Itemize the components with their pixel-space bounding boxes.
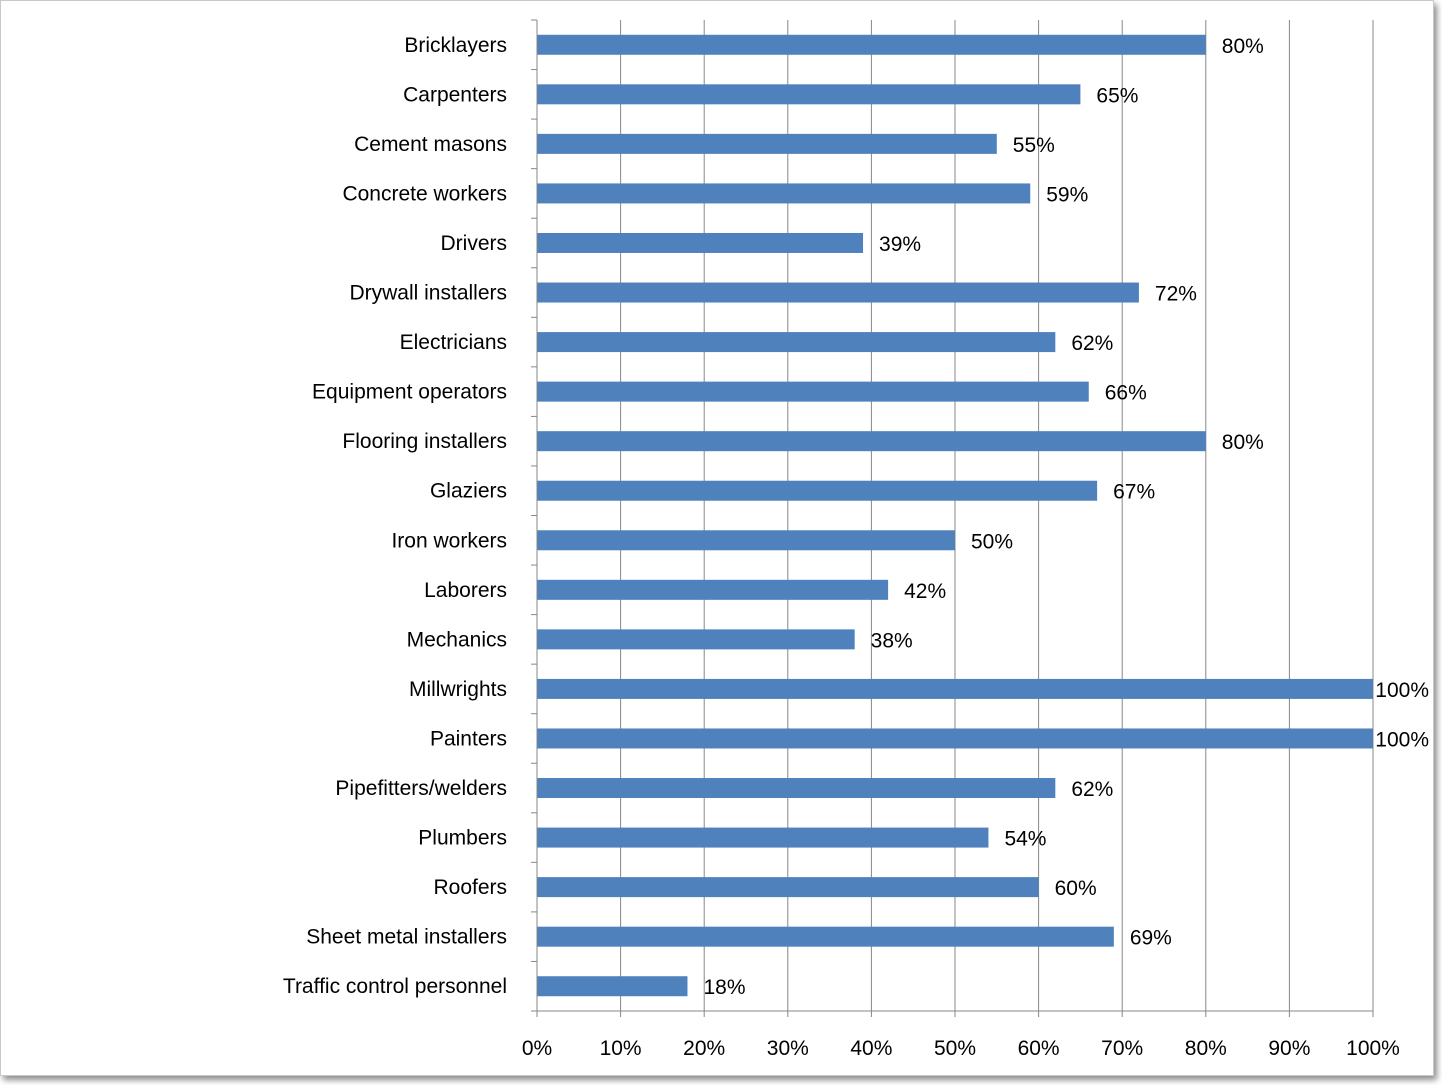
data-label: 100%	[1375, 679, 1429, 702]
bar	[537, 232, 864, 253]
bar	[537, 926, 1114, 947]
data-label: 42%	[904, 580, 946, 603]
data-label: 18%	[703, 976, 745, 999]
data-label: 50%	[971, 530, 1013, 553]
category-label: Flooring installers	[342, 430, 507, 453]
x-tick-label: 50%	[934, 1037, 976, 1060]
x-tick-label: 100%	[1346, 1037, 1400, 1060]
bar	[537, 728, 1373, 749]
gridlines	[620, 20, 1374, 1011]
data-label: 72%	[1155, 283, 1197, 306]
data-label: 62%	[1071, 332, 1113, 355]
x-tick-label: 20%	[683, 1037, 725, 1060]
bar	[537, 84, 1081, 105]
bar	[537, 480, 1098, 501]
category-label: Painters	[430, 727, 507, 750]
x-tick-label: 10%	[600, 1037, 642, 1060]
bars	[537, 34, 1373, 997]
data-label: 65%	[1096, 84, 1138, 107]
data-label: 38%	[871, 629, 913, 652]
category-label: Equipment operators	[312, 381, 507, 404]
bar	[537, 133, 997, 154]
category-label: Pipefitters/welders	[335, 777, 507, 800]
data-label: 55%	[1013, 134, 1055, 157]
bar	[537, 778, 1056, 799]
bar	[537, 827, 989, 848]
bar	[537, 183, 1031, 204]
category-label: Traffic control personnel	[283, 975, 507, 998]
data-label: 80%	[1222, 35, 1264, 58]
x-tick-label: 70%	[1101, 1037, 1143, 1060]
bar	[537, 877, 1039, 898]
bar	[537, 431, 1206, 452]
data-label: 69%	[1130, 927, 1172, 950]
category-label: Millwrights	[409, 678, 507, 701]
bar	[537, 282, 1139, 303]
category-label: Carpenters	[403, 83, 507, 106]
bar	[537, 629, 855, 650]
x-tick-label: 80%	[1185, 1037, 1227, 1060]
bar	[537, 381, 1089, 402]
category-label: Glaziers	[430, 480, 507, 503]
category-label: Roofers	[433, 876, 507, 899]
data-label: 66%	[1105, 382, 1147, 405]
x-tick-label: 90%	[1268, 1037, 1310, 1060]
x-tick-label: 0%	[522, 1037, 552, 1060]
category-label: Plumbers	[418, 827, 507, 850]
category-label: Bricklayers	[404, 34, 507, 57]
axes	[531, 19, 1374, 1017]
category-label: Laborers	[424, 579, 507, 602]
bar	[537, 530, 955, 551]
data-label: 60%	[1055, 877, 1097, 900]
category-label: Electricians	[400, 331, 507, 354]
bar	[537, 34, 1206, 55]
bar	[537, 579, 889, 600]
data-label: 100%	[1375, 728, 1429, 751]
category-label: Iron workers	[391, 529, 507, 552]
data-label: 62%	[1071, 778, 1113, 801]
x-tick-label: 60%	[1018, 1037, 1060, 1060]
bar	[537, 332, 1056, 353]
data-label: 59%	[1046, 183, 1088, 206]
data-label: 67%	[1113, 481, 1155, 504]
data-label: 80%	[1222, 431, 1264, 454]
data-label: 54%	[1004, 828, 1046, 851]
category-label: Drivers	[441, 232, 508, 255]
x-tick-label: 30%	[767, 1037, 809, 1060]
bar	[537, 976, 688, 997]
category-label: Mechanics	[407, 628, 507, 651]
bar	[537, 678, 1373, 699]
category-label: Concrete workers	[342, 182, 507, 205]
data-label: 39%	[879, 233, 921, 256]
x-tick-label: 40%	[850, 1037, 892, 1060]
category-label: Cement masons	[354, 133, 507, 156]
category-label: Drywall installers	[349, 282, 507, 305]
category-label: Sheet metal installers	[306, 926, 507, 949]
labels: 0% 10% 20% 30% 40% 50% 60% 70% 80% 90% 100% Brickla…	[283, 34, 1429, 1060]
